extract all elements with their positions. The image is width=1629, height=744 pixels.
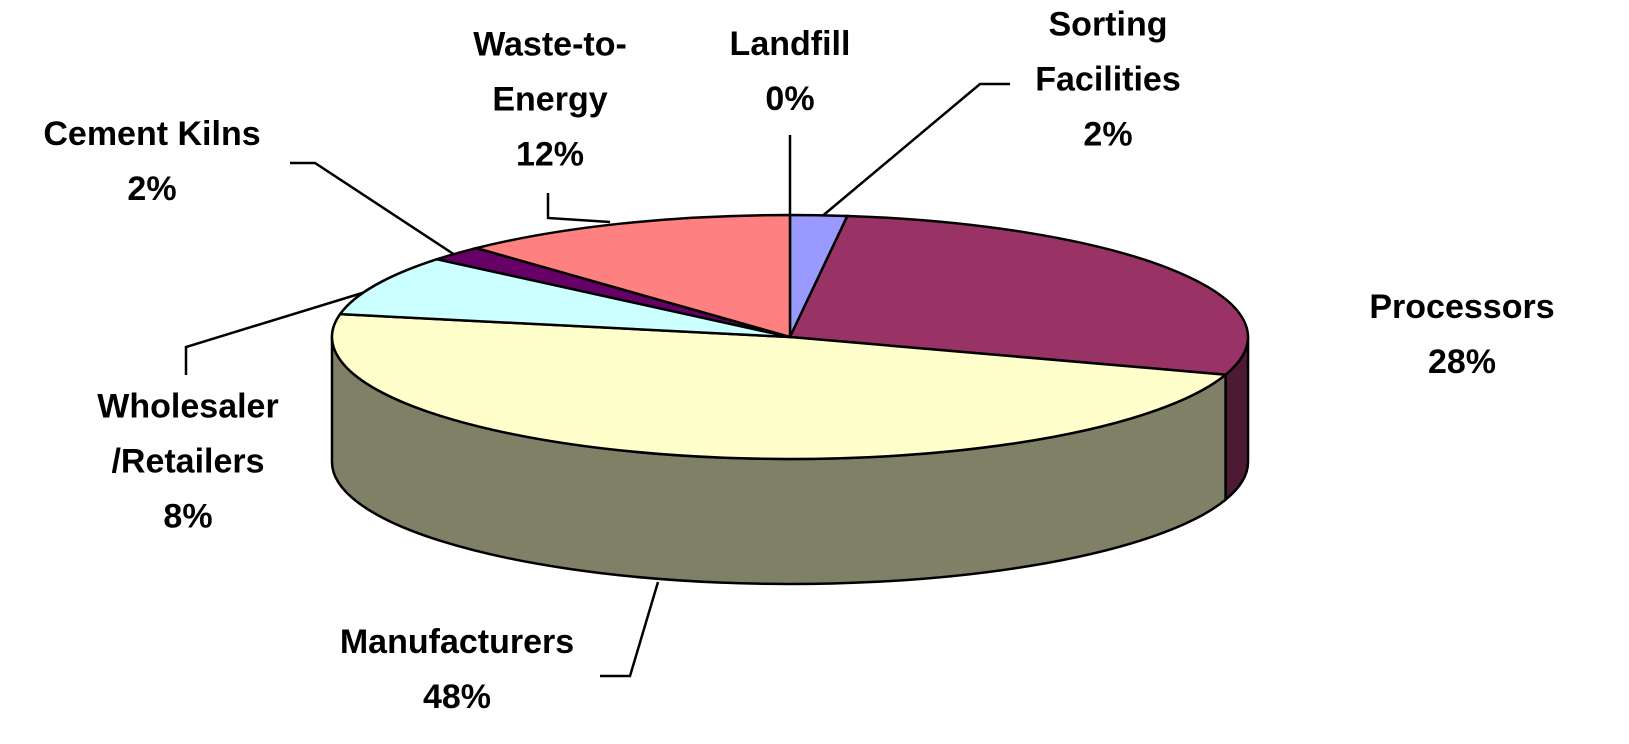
- slice-label: Wholesaler /Retailers 8%: [97, 380, 278, 545]
- category-label: Landfill: [729, 25, 851, 63]
- value-label: 12%: [515, 135, 585, 174]
- leader-line: [546, 193, 611, 224]
- category-label: Processors: [1369, 288, 1555, 326]
- pie-slice: [788, 214, 1250, 376]
- pie-slice: [471, 213, 792, 339]
- leader-line: [290, 161, 456, 257]
- value-label: 0%: [765, 80, 815, 118]
- pie-tops: [330, 213, 1250, 461]
- slice-label: Waste-to- Energy 12%: [473, 18, 627, 183]
- category-label: Sorting Facilities: [1035, 5, 1181, 99]
- leader-line: [819, 82, 1010, 219]
- value-label: 2%: [127, 170, 177, 208]
- value-label: 28%: [1427, 343, 1497, 381]
- slice-label: Processors 28%: [1369, 280, 1554, 390]
- slice-label: Sorting Facilities 2%: [1035, 0, 1181, 163]
- category-label: Cement Kilns: [43, 115, 261, 153]
- category-label: Waste-to- Energy: [473, 25, 627, 119]
- category-label: Wholesaler /Retailers: [97, 387, 279, 481]
- value-label: 2%: [1083, 115, 1133, 154]
- leader-line: [184, 288, 373, 375]
- slice-label: Cement Kilns 2%: [43, 107, 260, 217]
- leader-line: [600, 581, 660, 678]
- slice-label: Manufacturers 48%: [340, 615, 574, 725]
- slice-label: Landfill 0%: [730, 17, 851, 127]
- pie-slice: [330, 312, 1229, 461]
- value-label: 8%: [163, 497, 213, 536]
- value-label: 48%: [422, 678, 492, 716]
- pie-slice: [337, 257, 791, 339]
- category-label: Manufacturers: [339, 623, 575, 661]
